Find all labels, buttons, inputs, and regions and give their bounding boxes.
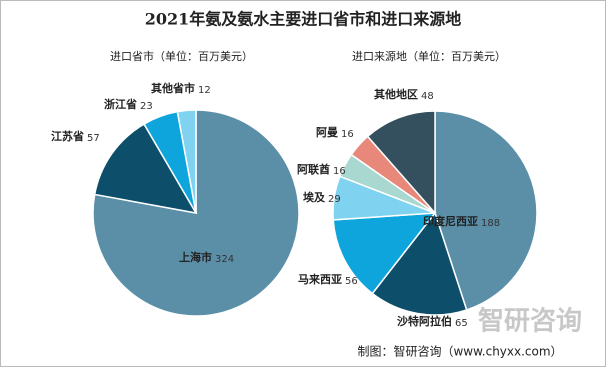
slice-value: 57 <box>87 133 100 144</box>
slice-label: 浙江省 <box>104 97 137 111</box>
slice-value: 16 <box>341 129 354 140</box>
slice-value: 23 <box>140 101 153 112</box>
pie-title: 进口省市（单位：百万美元） <box>110 49 253 63</box>
slice-label: 上海市 <box>179 250 212 264</box>
pie-title: 进口来源地（单位：百万美元） <box>352 49 506 63</box>
slice-value: 12 <box>198 85 211 96</box>
slice-value: 48 <box>421 91 434 102</box>
slice-label: 印度尼西亚 <box>423 214 478 228</box>
slice-label: 其他地区 <box>374 87 418 101</box>
pie-slice <box>332 212 437 295</box>
slice-value: 16 <box>333 166 346 177</box>
slice-value: 56 <box>345 276 358 287</box>
slice-label: 马来西亚 <box>298 272 342 286</box>
slice-value: 324 <box>215 254 234 265</box>
pie-slice <box>366 110 436 215</box>
pie-slice <box>434 110 538 311</box>
slice-label: 江苏省 <box>51 129 84 143</box>
slice-label: 其他省市 <box>151 81 195 95</box>
pie-slice <box>93 123 198 215</box>
pie-slice <box>176 109 197 214</box>
source: 制图：智研咨询（www.chyxx.com） <box>357 344 562 359</box>
pie-slice <box>371 211 468 316</box>
slice-value: 65 <box>455 318 468 329</box>
slice-label: 沙特阿拉伯 <box>397 314 452 328</box>
slice-label: 阿曼 <box>316 125 338 139</box>
watermark: 智研咨询 <box>478 306 582 337</box>
slice-label: 埃及 <box>303 190 326 204</box>
slice-label: 阿联酋 <box>297 162 330 176</box>
pie-slice <box>92 109 300 317</box>
chart-title: 2021年氨及氨水主要进口省市和进口来源地 <box>145 10 462 29</box>
slice-value: 188 <box>481 218 500 229</box>
slice-value: 29 <box>328 194 341 205</box>
